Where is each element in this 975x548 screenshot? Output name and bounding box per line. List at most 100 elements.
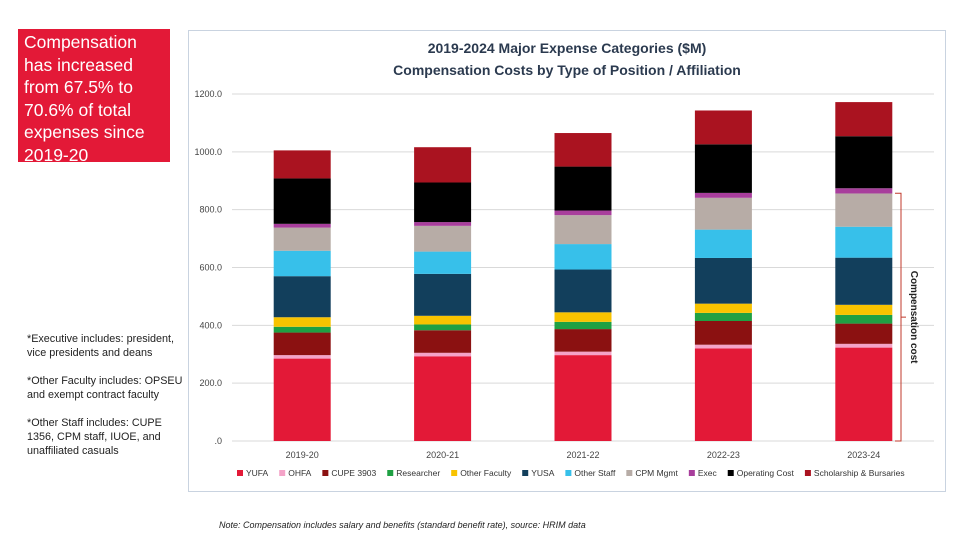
legend-swatch: [626, 470, 633, 476]
bar-segment-researcher: [414, 324, 472, 331]
bar-segment-researcher: [273, 326, 331, 333]
bar-segment-exec: [554, 210, 612, 216]
bar-segment-operating-cost: [273, 178, 331, 224]
note-other-faculty: *Other Faculty includes: OPSEU and exemp…: [27, 375, 183, 401]
legend-entry: Operating Cost: [737, 468, 795, 478]
chart-title: 2019-2024 Major Expense Categories ($M): [427, 40, 707, 56]
x-tick-label: 2020-21: [426, 450, 459, 460]
bar-segment-yufa: [835, 347, 893, 441]
y-tick-label: 1200.0: [194, 89, 222, 99]
legend-entry: Other Staff: [574, 468, 616, 478]
legend-entry: Other Faculty: [460, 468, 512, 478]
bar-segment-operating-cost: [414, 182, 472, 223]
bar-segment-yusa: [414, 273, 472, 316]
legend-entry: CPM Mgmt: [635, 468, 678, 478]
bar-segment-other-faculty: [835, 304, 893, 315]
bar-segment-cupe-3903: [554, 329, 612, 352]
legend-swatch: [322, 470, 329, 476]
bar-segment-scholarship-bursaries: [554, 133, 612, 167]
legend-entry: CUPE 3903: [331, 468, 376, 478]
bar-segment-researcher: [554, 321, 612, 330]
bar-segment-exec: [273, 223, 331, 228]
bar-segment-cupe-3903: [694, 320, 752, 345]
bar-segment-other-staff: [414, 251, 472, 274]
y-tick-label: 800.0: [199, 205, 222, 215]
bar-segment-yufa: [554, 355, 612, 441]
bar-segment-exec: [694, 192, 752, 198]
legend-entry: Researcher: [396, 468, 440, 478]
legend-swatch: [804, 470, 811, 476]
chart-subtitle: Compensation Costs by Type of Position /…: [393, 62, 741, 78]
bar-segment-operating-cost: [694, 144, 752, 193]
bar-segment-operating-cost: [554, 166, 612, 211]
y-tick-label: 1000.0: [194, 147, 222, 157]
bar-segment-other-staff: [835, 226, 893, 258]
legend-entry: YUSA: [531, 468, 554, 478]
legend-swatch: [451, 470, 458, 476]
legend-entry: YUFA: [246, 468, 269, 478]
x-tick-label: 2021-22: [566, 450, 599, 460]
legend-swatch: [727, 470, 734, 476]
bar-segment-ohfa: [273, 355, 331, 359]
bar-segment-ohfa: [835, 343, 893, 348]
bar-segment-cpm-mgmt: [835, 193, 893, 227]
source-footnote: Note: Compensation includes salary and b…: [219, 520, 586, 530]
bar-segment-yufa: [694, 348, 752, 441]
legend-swatch: [237, 470, 243, 476]
bar-segment-cupe-3903: [414, 330, 472, 353]
bar-segment-scholarship-bursaries: [835, 102, 893, 137]
bracket-label: Compensation cost: [908, 271, 919, 364]
bar-segment-other-faculty: [273, 317, 331, 327]
y-tick-label: 400.0: [199, 320, 222, 330]
x-tick-label: 2019-20: [286, 450, 319, 460]
bar-segment-researcher: [835, 314, 893, 324]
bar-segment-cpm-mgmt: [554, 215, 612, 245]
bar-segment-yusa: [835, 257, 893, 305]
bar-segment-yusa: [273, 276, 331, 318]
definitions-notes: *Executive includes: president, vice pre…: [27, 332, 185, 472]
bar-segment-exec: [835, 188, 893, 194]
bar-segment-exec: [414, 222, 472, 226]
bar-segment-cpm-mgmt: [273, 227, 331, 251]
legend-swatch: [565, 470, 572, 476]
legend-entry: Exec: [698, 468, 718, 478]
bar-segment-scholarship-bursaries: [273, 150, 331, 179]
bar-segment-other-faculty: [694, 303, 752, 313]
legend-entry: Scholarship & Bursaries: [814, 468, 905, 478]
legend-entry: OHFA: [288, 468, 311, 478]
bar-segment-ohfa: [414, 352, 472, 357]
y-tick-label: .0: [214, 436, 222, 446]
legend-swatch: [688, 470, 695, 476]
bar-segment-scholarship-bursaries: [694, 110, 752, 145]
bar-segment-yufa: [273, 358, 331, 441]
x-tick-label: 2023-24: [847, 450, 880, 460]
bar-segment-ohfa: [694, 344, 752, 349]
legend-swatch: [387, 470, 394, 476]
bar-segment-yusa: [694, 257, 752, 304]
legend-swatch: [522, 470, 529, 476]
bar-segment-other-faculty: [414, 315, 472, 325]
bar-segment-scholarship-bursaries: [414, 147, 472, 183]
bar-segment-yusa: [554, 269, 612, 313]
compensation-bracket: [895, 192, 902, 442]
legend-swatch: [279, 470, 286, 476]
note-other-staff: *Other Staff includes: CUPE 1356, CPM st…: [27, 417, 162, 457]
bar-segment-ohfa: [554, 351, 612, 356]
bar-segment-cupe-3903: [273, 332, 331, 356]
bar-segment-yufa: [414, 356, 472, 441]
bar-segment-other-faculty: [554, 312, 612, 322]
bar-segment-cupe-3903: [835, 323, 893, 344]
callout-box: Compensation has increased from 67.5% to…: [18, 29, 170, 165]
y-tick-label: 200.0: [199, 378, 222, 388]
bar-segment-other-staff: [273, 250, 331, 277]
y-tick-label: 600.0: [199, 263, 222, 273]
bar-segment-operating-cost: [835, 136, 893, 189]
bar-segment-cpm-mgmt: [414, 225, 472, 252]
bar-segment-cpm-mgmt: [694, 197, 752, 230]
bar-segment-other-staff: [694, 229, 752, 258]
bar-segment-researcher: [694, 312, 752, 321]
callout-text: Compensation has increased from 67.5% to…: [24, 32, 145, 165]
x-tick-label: 2022-23: [707, 450, 740, 460]
note-executive: *Executive includes: president, vice pre…: [27, 333, 175, 359]
